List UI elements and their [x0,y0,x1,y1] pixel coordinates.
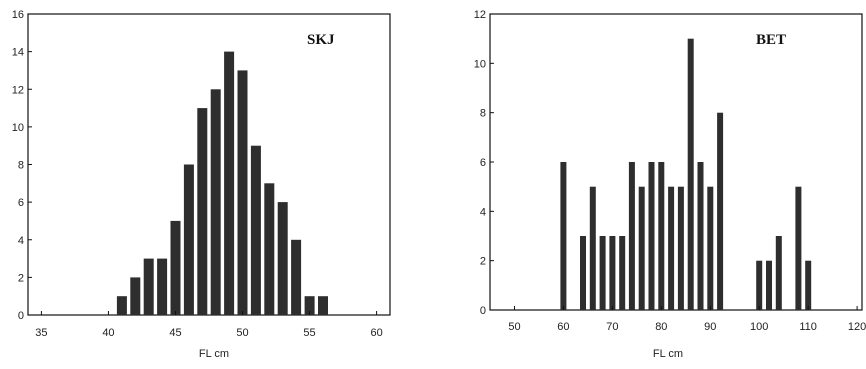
skj-x-ticks: 35 40 45 50 55 60 [35,311,383,339]
bet-bar [707,186,714,310]
skj-bar [210,89,221,316]
bet-y-tick-label: 0 [480,305,486,317]
bet-x-tick-label: 110 [799,321,817,333]
bet-bar [668,186,675,310]
bet-histogram: BET FL cm 50 60 70 80 90 100 110 120 0 2 4 6 8 10 12 [474,9,866,360]
bet-y-tick-label: 8 [480,108,486,120]
skj-plot-frame [27,13,391,316]
skj-y-tick-label: 14 [12,47,24,59]
bet-bar [560,162,567,310]
skj-bar [237,70,248,316]
skj-y-tick-label: 4 [18,235,24,247]
skj-x-tick-label: 55 [303,327,315,339]
skj-x-tick-label: 35 [35,327,47,339]
bet-y-ticks: 0 2 4 6 8 10 12 [474,9,494,317]
bet-bars [560,38,812,310]
skj-bar [130,277,141,315]
skj-bar [183,164,194,315]
skj-bar [250,145,261,315]
skj-y-ticks: 0 2 4 6 8 10 12 14 16 [12,9,32,322]
skj-bar [224,51,235,315]
bet-x-axis-label: FL cm [653,348,683,360]
skj-bar [304,296,315,315]
bet-y-tick-label: 6 [480,157,486,169]
skj-y-tick-label: 2 [18,272,24,284]
bet-x-tick-label: 90 [704,321,716,333]
skj-y-tick-label: 6 [18,197,24,209]
skj-x-axis-label: FL cm [199,348,229,360]
skj-y-tick-label: 10 [12,122,24,134]
skj-bar [143,258,154,315]
skj-bar [157,258,168,315]
bet-y-tick-label: 4 [480,206,486,218]
bet-bar [805,260,812,310]
skj-bar [170,220,181,315]
skj-y-tick-label: 8 [18,160,24,172]
skj-y-tick-label: 12 [12,84,24,96]
bet-bar [697,162,704,310]
bet-bar [775,236,782,310]
bet-bar [648,162,655,310]
bet-chart-title: BET [756,32,786,48]
skj-bar [291,239,302,316]
bet-bar [589,186,596,310]
bet-bar [638,186,645,310]
bet-bar [717,112,724,310]
bet-bar [609,236,616,310]
skj-x-tick-label: 50 [236,327,248,339]
bet-x-tick-label: 60 [557,321,569,333]
bet-x-ticks: 50 60 70 80 90 100 110 120 [508,306,866,333]
bet-bar [677,186,684,310]
skj-x-tick-label: 40 [102,327,114,339]
bet-bar [580,236,586,310]
skj-bar [264,183,275,315]
bet-bar [756,260,763,310]
skj-bar [277,202,288,315]
skj-x-tick-label: 45 [169,327,181,339]
bet-x-tick-label: 50 [508,321,520,333]
skj-bars [116,51,328,316]
bet-x-tick-label: 120 [848,321,866,333]
bet-y-tick-label: 10 [474,58,486,70]
skj-y-tick-label: 0 [18,310,24,322]
skj-chart-title: SKJ [307,32,335,48]
bet-x-tick-label: 80 [655,321,667,333]
bet-x-tick-label: 70 [606,321,618,333]
skj-histogram: SKJ FL cm 35 40 45 50 55 60 0 2 4 6 8 10 12 14 16 [12,9,391,360]
bet-y-tick-label: 12 [474,9,486,21]
bet-bar [795,186,802,310]
skj-bar [318,296,328,315]
skj-x-tick-label: 60 [370,327,382,339]
bet-bar [619,236,626,310]
skj-y-tick-label: 16 [12,9,24,21]
bet-bar [766,260,772,310]
bet-bar [599,236,606,310]
bet-bar [628,162,635,310]
bet-bar [658,162,665,310]
bet-y-tick-label: 2 [480,256,486,268]
skj-bar [197,108,208,315]
bet-x-tick-label: 100 [750,321,768,333]
bet-bar [687,38,694,310]
skj-bar [116,296,127,315]
